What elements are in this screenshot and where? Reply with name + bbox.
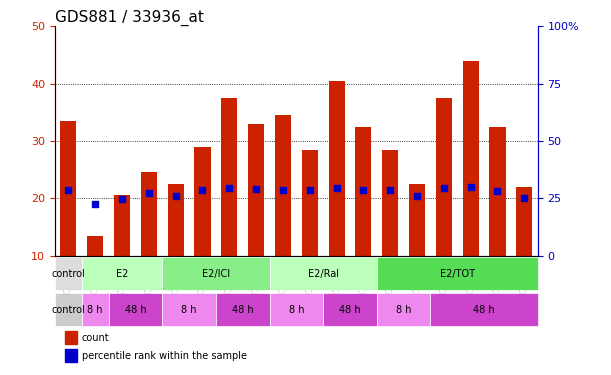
FancyBboxPatch shape bbox=[269, 294, 323, 326]
Bar bbox=[248, 124, 264, 256]
Text: E2/TOT: E2/TOT bbox=[440, 268, 475, 279]
Text: 8 h: 8 h bbox=[181, 304, 197, 315]
Text: control: control bbox=[51, 304, 86, 315]
FancyBboxPatch shape bbox=[377, 294, 430, 326]
Bar bbox=[516, 187, 532, 256]
Point bbox=[64, 187, 73, 193]
Bar bbox=[221, 98, 237, 256]
Point bbox=[439, 185, 448, 191]
Point bbox=[224, 185, 234, 191]
FancyBboxPatch shape bbox=[109, 294, 163, 326]
Text: 8 h: 8 h bbox=[288, 304, 304, 315]
Point bbox=[278, 187, 288, 193]
FancyBboxPatch shape bbox=[269, 257, 377, 290]
Bar bbox=[141, 172, 157, 256]
Bar bbox=[329, 81, 345, 256]
Point bbox=[144, 189, 154, 195]
Point bbox=[466, 184, 475, 190]
Bar bbox=[356, 127, 371, 256]
Point bbox=[90, 201, 100, 207]
Point bbox=[305, 187, 315, 193]
Text: E2: E2 bbox=[116, 268, 128, 279]
Text: GDS881 / 33936_at: GDS881 / 33936_at bbox=[55, 10, 204, 26]
Point bbox=[359, 187, 368, 193]
Bar bbox=[382, 150, 398, 256]
FancyBboxPatch shape bbox=[163, 257, 269, 290]
Point bbox=[332, 185, 342, 191]
FancyBboxPatch shape bbox=[55, 294, 82, 326]
Bar bbox=[194, 147, 211, 256]
Bar bbox=[489, 127, 505, 256]
Bar bbox=[87, 236, 103, 256]
Point bbox=[492, 188, 502, 194]
Text: 48 h: 48 h bbox=[232, 304, 254, 315]
Text: control: control bbox=[51, 268, 86, 279]
FancyBboxPatch shape bbox=[55, 257, 82, 290]
Bar bbox=[275, 115, 291, 256]
Bar bbox=[167, 184, 184, 256]
Point bbox=[386, 187, 395, 193]
Point bbox=[197, 187, 207, 193]
Bar bbox=[463, 61, 478, 256]
Text: E2/Ral: E2/Ral bbox=[308, 268, 338, 279]
Text: 48 h: 48 h bbox=[474, 304, 495, 315]
Bar bbox=[114, 195, 130, 256]
Bar bbox=[65, 331, 77, 344]
Bar bbox=[60, 121, 76, 256]
FancyBboxPatch shape bbox=[377, 257, 538, 290]
Bar bbox=[65, 350, 77, 362]
Text: 8 h: 8 h bbox=[396, 304, 411, 315]
Text: 48 h: 48 h bbox=[339, 304, 360, 315]
Point bbox=[251, 186, 261, 192]
FancyBboxPatch shape bbox=[82, 294, 109, 326]
Point bbox=[170, 193, 181, 199]
Text: 48 h: 48 h bbox=[125, 304, 146, 315]
Text: count: count bbox=[81, 333, 109, 343]
Text: 8 h: 8 h bbox=[87, 304, 103, 315]
Bar bbox=[409, 184, 425, 256]
Bar bbox=[436, 98, 452, 256]
FancyBboxPatch shape bbox=[323, 294, 377, 326]
Point bbox=[117, 196, 127, 202]
Point bbox=[412, 193, 422, 199]
FancyBboxPatch shape bbox=[430, 294, 538, 326]
FancyBboxPatch shape bbox=[163, 294, 216, 326]
FancyBboxPatch shape bbox=[216, 294, 269, 326]
Bar bbox=[302, 150, 318, 256]
Text: percentile rank within the sample: percentile rank within the sample bbox=[81, 351, 246, 361]
Point bbox=[519, 195, 529, 201]
Text: E2/ICI: E2/ICI bbox=[202, 268, 230, 279]
FancyBboxPatch shape bbox=[82, 257, 163, 290]
